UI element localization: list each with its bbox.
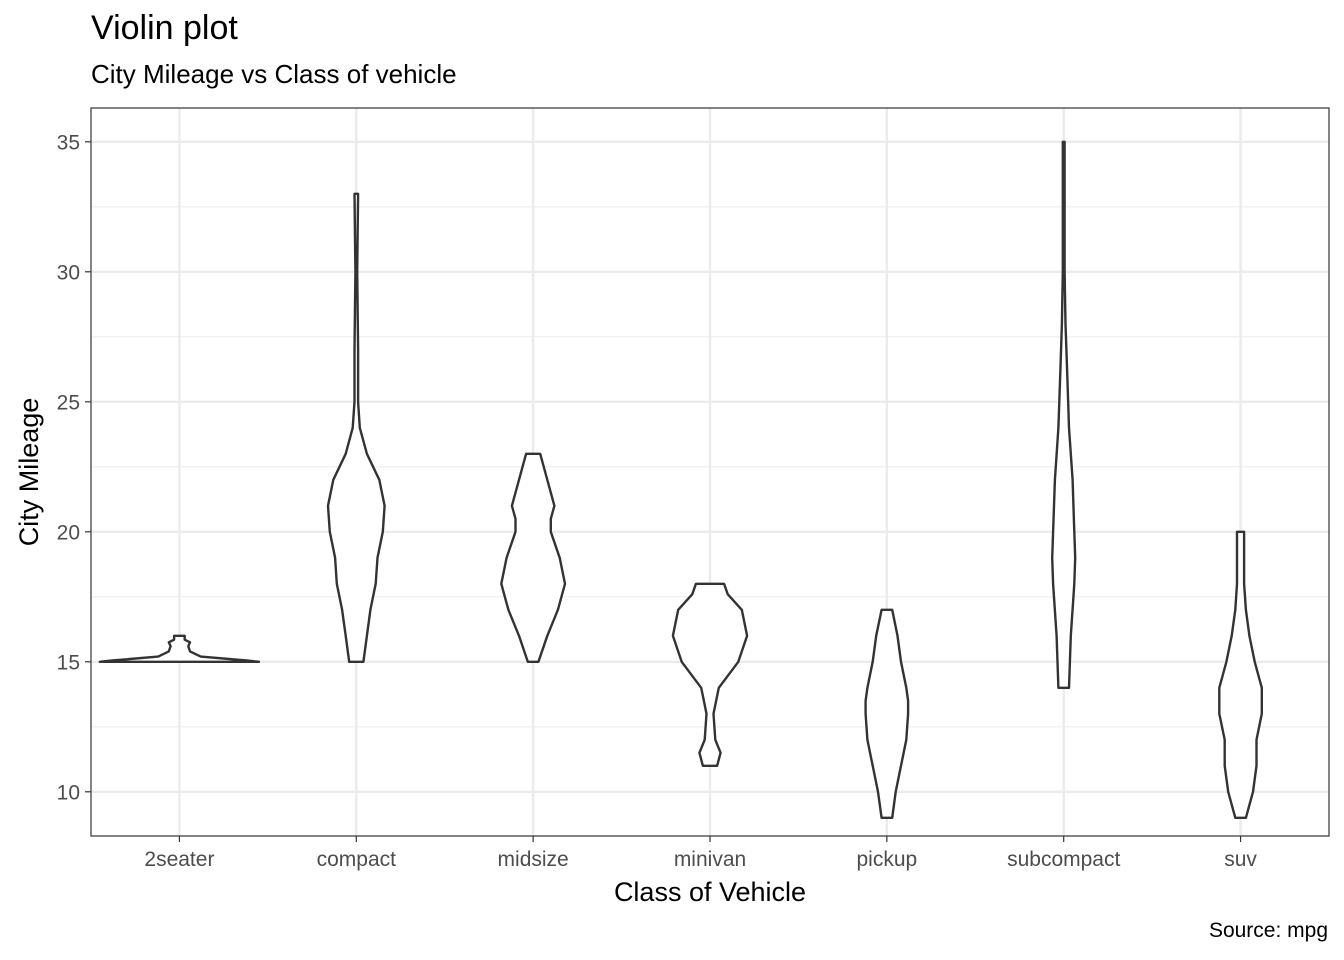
violin-pickup [864,608,910,819]
y-tick-label: 10 [57,781,80,804]
violin-minivan [671,582,749,767]
chart-subtitle: City Mileage vs Class of vehicle [91,59,457,89]
violin-2seater [98,634,261,663]
violins [98,140,1263,819]
violin-suv [1218,530,1263,819]
x-tick-label: midsize [498,848,569,871]
x-tick-label: suv [1224,848,1257,871]
violin-compact [326,192,386,663]
y-axis: 10 15 20 25 30 35 [57,131,91,804]
y-axis-title: City Mileage [14,398,44,547]
y-tick-label: 30 [57,261,80,284]
y-tick-label: 25 [57,391,80,414]
x-tick-label: pickup [857,848,918,871]
x-tick-label: subcompact [1007,848,1120,871]
violin-subcompact [1051,140,1077,689]
y-tick-label: 15 [57,651,80,674]
x-tick-label: 2seater [144,848,214,871]
y-tick-label: 20 [57,521,80,544]
x-axis: 2seater compact midsize minivan pickup subcom… [144,836,1257,871]
chart-title: Violin plot [91,9,238,47]
x-tick-label: minivan [674,848,746,871]
x-tick-label: compact [317,848,397,871]
x-axis-title: Class of Vehicle [614,877,806,907]
chart-caption: Source: mpg [1208,919,1328,942]
y-tick-label: 35 [57,131,80,154]
violin-midsize [500,452,567,663]
